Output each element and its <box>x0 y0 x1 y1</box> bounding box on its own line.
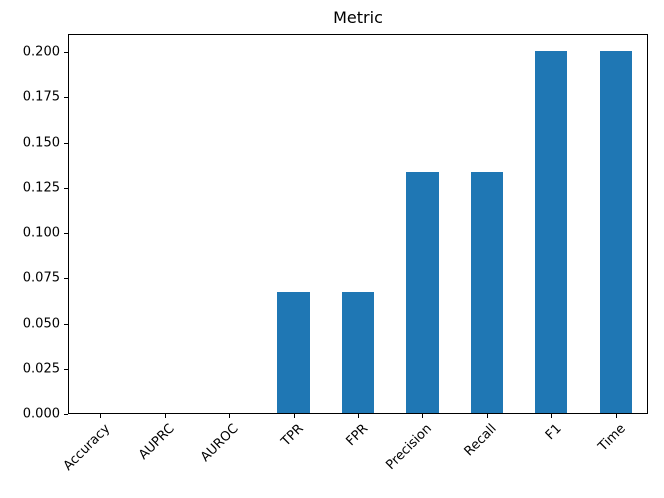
y-tick-mark <box>64 97 68 99</box>
y-tick-label: 0.125 <box>22 180 60 196</box>
y-tick-mark <box>64 142 68 144</box>
x-tick-label-precision: Precision <box>383 421 436 473</box>
x-tick-mark <box>293 414 295 418</box>
bars-layer <box>69 35 647 413</box>
bar-fpr <box>341 292 375 413</box>
y-tick-label: 0.050 <box>22 316 60 332</box>
x-tick-label-recall: Recall <box>461 421 500 460</box>
bar-precision <box>406 171 439 413</box>
x-tick-mark <box>486 414 488 418</box>
x-tick-mark <box>164 414 166 418</box>
y-tick-label: 0.175 <box>22 89 60 105</box>
y-tick-mark <box>64 414 68 415</box>
x-tick-label-auprc: AUPRC <box>136 421 178 463</box>
chart-title: Metric <box>333 8 383 27</box>
y-tick-label: 0.200 <box>22 44 60 60</box>
x-tick-label-auroc: AUROC <box>198 421 243 465</box>
x-tick-label-fpr: FPR <box>343 421 371 450</box>
x-tick-label-f1: F1 <box>542 421 565 444</box>
x-tick-label-tpr: TPR <box>278 421 307 450</box>
y-tick-mark <box>64 233 68 235</box>
y-tick-mark <box>64 187 68 189</box>
plot-area <box>68 34 648 414</box>
y-tick-label: 0.000 <box>22 406 60 422</box>
x-tick-mark <box>615 414 617 418</box>
bar-f1 <box>535 51 568 413</box>
bar-recall <box>470 171 503 413</box>
y-tick-label: 0.100 <box>22 225 60 241</box>
y-tick-mark <box>64 368 68 370</box>
x-tick-mark <box>422 414 424 418</box>
y-tick-label: 0.025 <box>22 361 60 377</box>
y-tick-label: 0.075 <box>22 270 60 286</box>
y-tick-mark <box>64 323 68 325</box>
y-tick-mark <box>64 52 68 54</box>
y-tick-label: 0.150 <box>22 135 60 151</box>
x-tick-mark <box>229 414 231 418</box>
bar-time <box>599 51 632 413</box>
y-tick-mark <box>64 278 68 280</box>
bar-tpr <box>277 292 310 413</box>
x-tick-label-accuracy: Accuracy <box>60 421 114 474</box>
x-tick-label-time: Time <box>595 421 629 455</box>
x-tick-mark <box>100 414 102 418</box>
x-tick-mark <box>551 414 553 418</box>
x-tick-mark <box>358 414 359 418</box>
